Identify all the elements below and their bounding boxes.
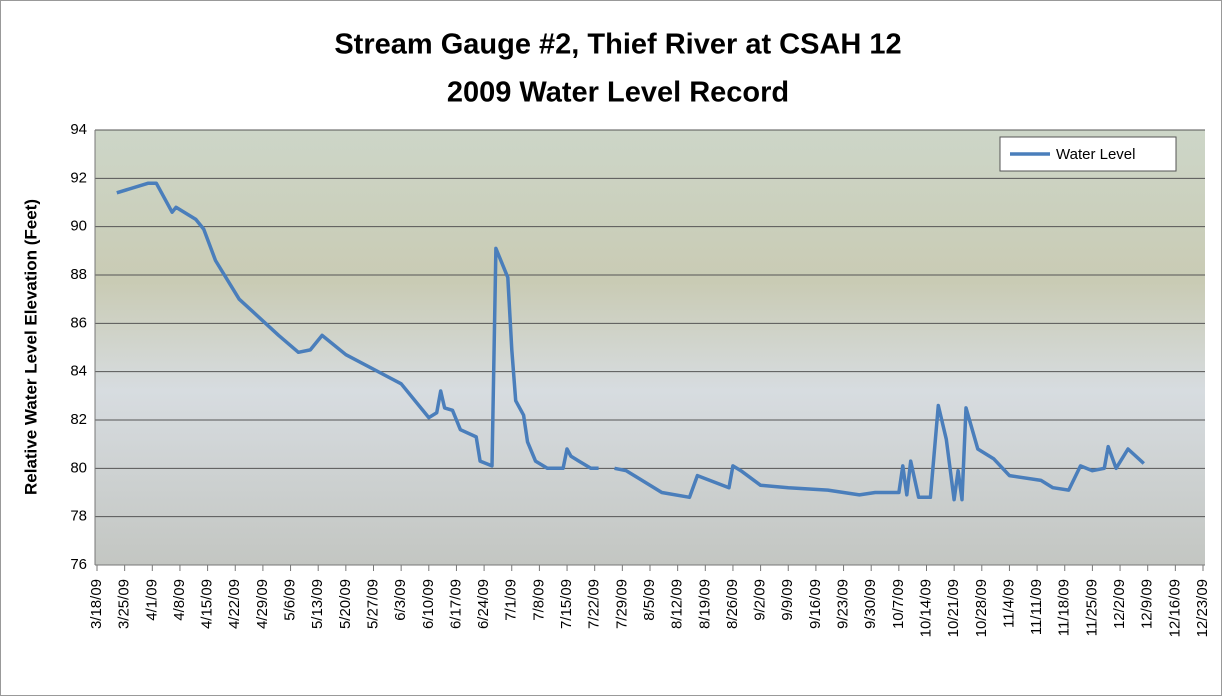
x-tick-label: 4/22/09 [226, 579, 243, 629]
x-tick-label: 9/2/09 [752, 579, 769, 621]
x-tick-label: 8/19/09 [696, 579, 713, 629]
chart: Stream Gauge #2, Thief River at CSAH 12 … [0, 0, 1222, 696]
x-tick-label: 7/22/09 [586, 579, 603, 629]
legend-label: Water Level [1056, 146, 1135, 163]
x-tick-label: 8/12/09 [669, 579, 686, 629]
x-tick-label: 4/8/09 [171, 579, 188, 621]
plot-background [95, 130, 1205, 565]
x-tick-label: 10/7/09 [890, 579, 907, 629]
chart-title: Stream Gauge #2, Thief River at CSAH 12 [334, 29, 901, 61]
chart-subtitle: 2009 Water Level Record [447, 77, 789, 109]
y-tick-label: 88 [70, 266, 87, 283]
x-tick-label: 6/10/09 [420, 579, 437, 629]
x-tick-label: 5/13/09 [309, 579, 326, 629]
y-tick-label: 80 [70, 459, 87, 476]
x-tick-label: 5/6/09 [282, 579, 299, 621]
x-tick-label: 5/27/09 [364, 579, 381, 629]
x-tick-label: 9/30/09 [862, 579, 879, 629]
y-tick-label: 78 [70, 508, 87, 525]
x-tick-label: 9/23/09 [835, 579, 852, 629]
x-tick-label: 12/9/09 [1139, 579, 1156, 629]
x-tick-label: 8/26/09 [724, 579, 741, 629]
x-tick-label: 12/23/09 [1194, 579, 1211, 637]
y-tick-label: 84 [70, 363, 87, 380]
x-tick-label: 11/25/09 [1083, 579, 1100, 636]
x-tick-label: 10/28/09 [973, 579, 990, 637]
x-tick-label: 6/24/09 [475, 579, 492, 629]
x-tick-label: 4/29/09 [254, 579, 271, 629]
x-tick-label: 10/21/09 [945, 579, 962, 637]
y-tick-label: 76 [70, 556, 87, 573]
x-tick-label: 4/15/09 [199, 579, 216, 629]
x-tick-label: 12/16/09 [1166, 579, 1183, 637]
x-tick-label: 9/9/09 [779, 579, 796, 621]
x-tick-label: 12/2/09 [1111, 579, 1128, 629]
x-tick-label: 8/5/09 [641, 579, 658, 621]
x-tick-label: 3/18/09 [88, 579, 105, 629]
y-tick-label: 94 [70, 121, 87, 138]
x-tick-label: 3/25/09 [116, 579, 133, 629]
y-tick-label: 92 [70, 169, 87, 186]
y-tick-label: 90 [70, 218, 87, 235]
y-tick-label: 82 [70, 411, 87, 428]
x-tick-label: 6/3/09 [392, 579, 409, 621]
x-tick-label: 11/11/09 [1028, 579, 1045, 635]
y-tick-label: 86 [70, 314, 87, 331]
x-tick-label: 11/18/09 [1056, 579, 1073, 636]
x-tick-label: 7/8/09 [530, 579, 547, 621]
x-tick-label: 5/20/09 [337, 579, 354, 629]
x-tick-label: 6/17/09 [447, 579, 464, 629]
x-tick-label: 7/29/09 [613, 579, 630, 629]
x-tick-label: 11/4/09 [1000, 579, 1017, 628]
y-axis-title: Relative Water Level Elevation (Feet) [21, 199, 40, 495]
x-tick-label: 7/15/09 [558, 579, 575, 629]
x-tick-label: 10/14/09 [917, 579, 934, 637]
x-tick-label: 4/1/09 [143, 579, 160, 621]
x-tick-label: 7/1/09 [503, 579, 520, 621]
x-tick-label: 9/16/09 [807, 579, 824, 629]
